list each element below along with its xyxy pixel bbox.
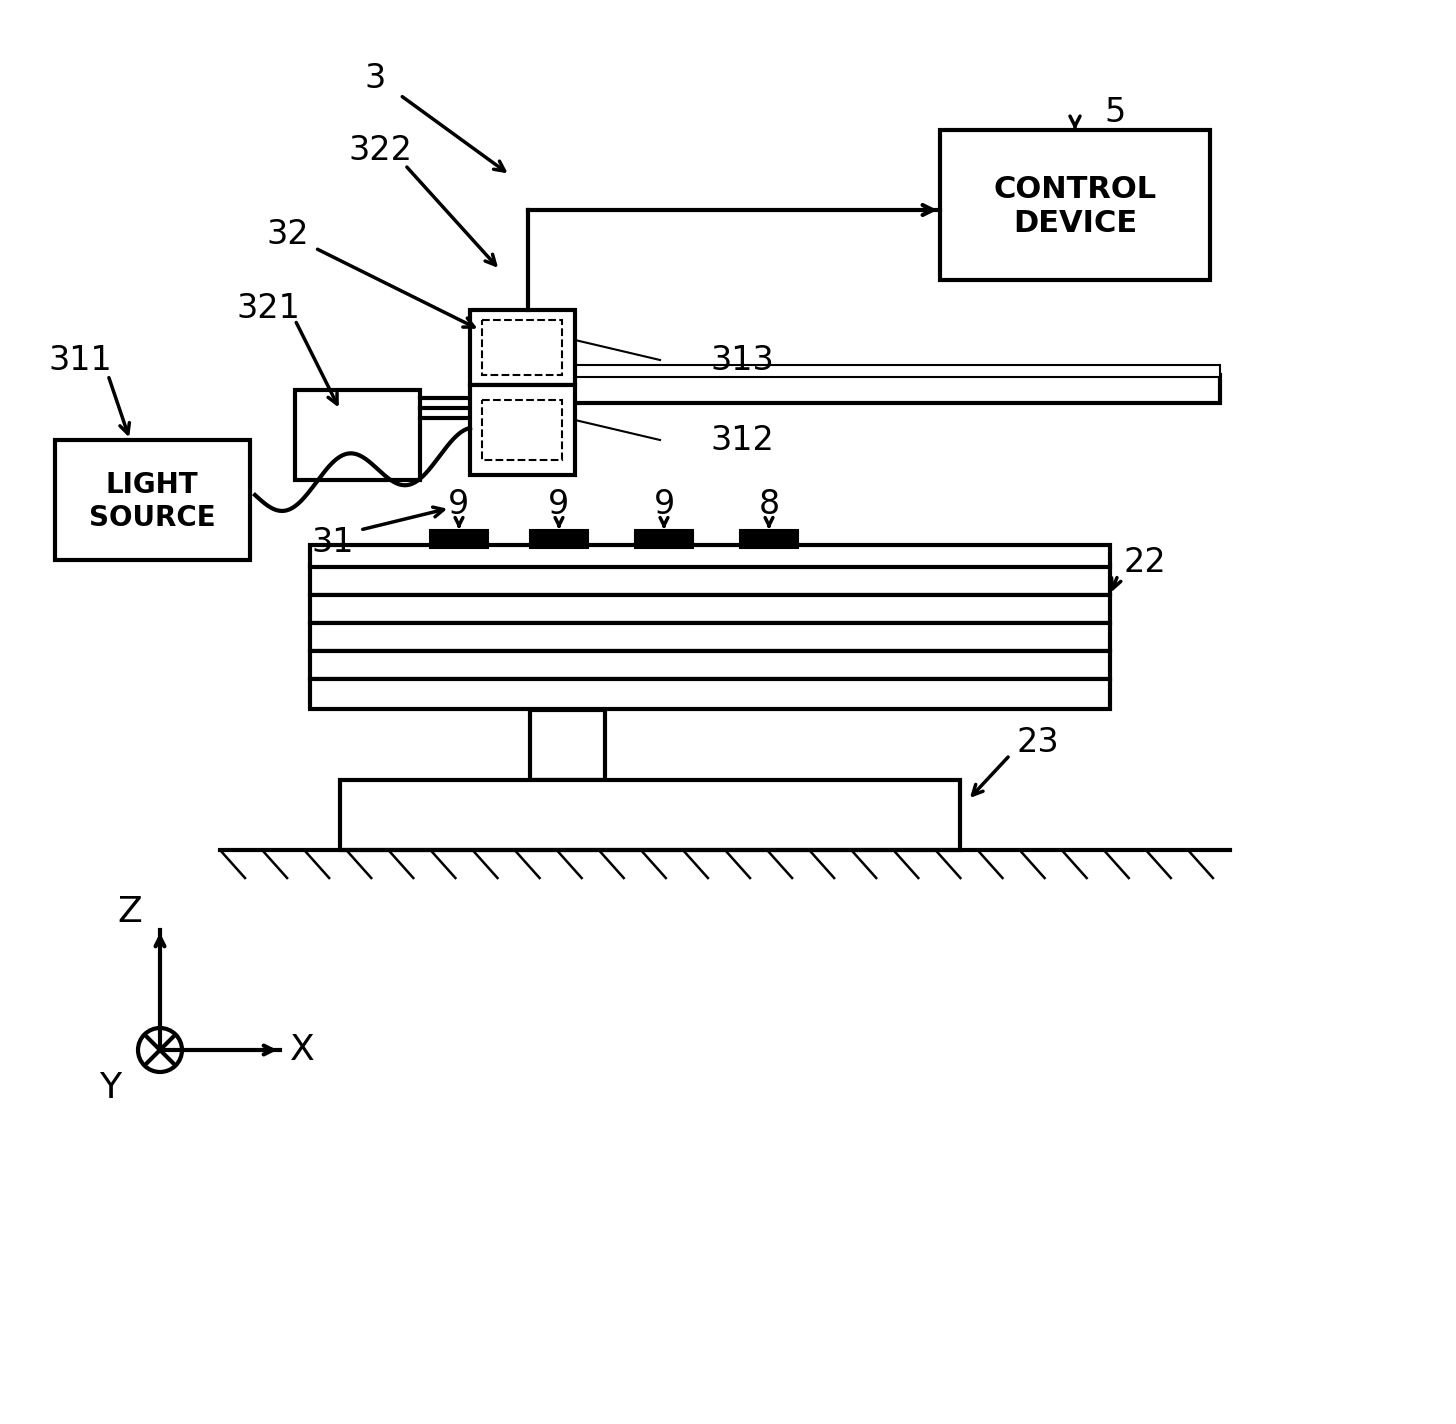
- Text: 312: 312: [711, 423, 775, 457]
- Bar: [310, 545, 1109, 567]
- Text: 22: 22: [1124, 547, 1166, 580]
- Bar: [530, 530, 588, 548]
- Bar: [310, 651, 1109, 679]
- Bar: [310, 565, 1109, 595]
- Text: 31: 31: [312, 525, 354, 558]
- Bar: [491, 365, 1220, 377]
- Bar: [470, 384, 575, 476]
- Bar: [482, 320, 562, 375]
- Text: CONTROL: CONTROL: [993, 175, 1156, 205]
- Text: 9: 9: [448, 488, 470, 521]
- Bar: [941, 130, 1210, 281]
- Text: 321: 321: [236, 292, 300, 325]
- Bar: [296, 390, 419, 480]
- Bar: [635, 530, 693, 548]
- Text: Y: Y: [99, 1071, 121, 1105]
- Bar: [530, 711, 606, 780]
- Text: 322: 322: [348, 134, 412, 167]
- Text: 311: 311: [48, 343, 112, 376]
- Text: 313: 313: [711, 343, 773, 376]
- Text: 9: 9: [654, 488, 674, 521]
- Bar: [310, 595, 1109, 624]
- Bar: [470, 310, 575, 384]
- Text: 5: 5: [1104, 95, 1125, 128]
- Bar: [341, 780, 960, 850]
- Text: 9: 9: [549, 488, 569, 521]
- Text: 32: 32: [266, 218, 309, 252]
- Text: Z: Z: [118, 896, 143, 928]
- Bar: [310, 679, 1109, 709]
- Bar: [482, 400, 562, 460]
- Text: LIGHT: LIGHT: [106, 471, 198, 498]
- Text: SOURCE: SOURCE: [89, 504, 215, 533]
- Text: X: X: [290, 1032, 314, 1067]
- Bar: [55, 440, 250, 560]
- Text: 3: 3: [364, 61, 386, 94]
- Bar: [310, 624, 1109, 651]
- Bar: [491, 375, 1220, 403]
- Bar: [740, 530, 798, 548]
- Text: 8: 8: [759, 488, 779, 521]
- Text: 23: 23: [1016, 725, 1060, 759]
- Bar: [430, 530, 488, 548]
- Text: DEVICE: DEVICE: [1013, 208, 1137, 238]
